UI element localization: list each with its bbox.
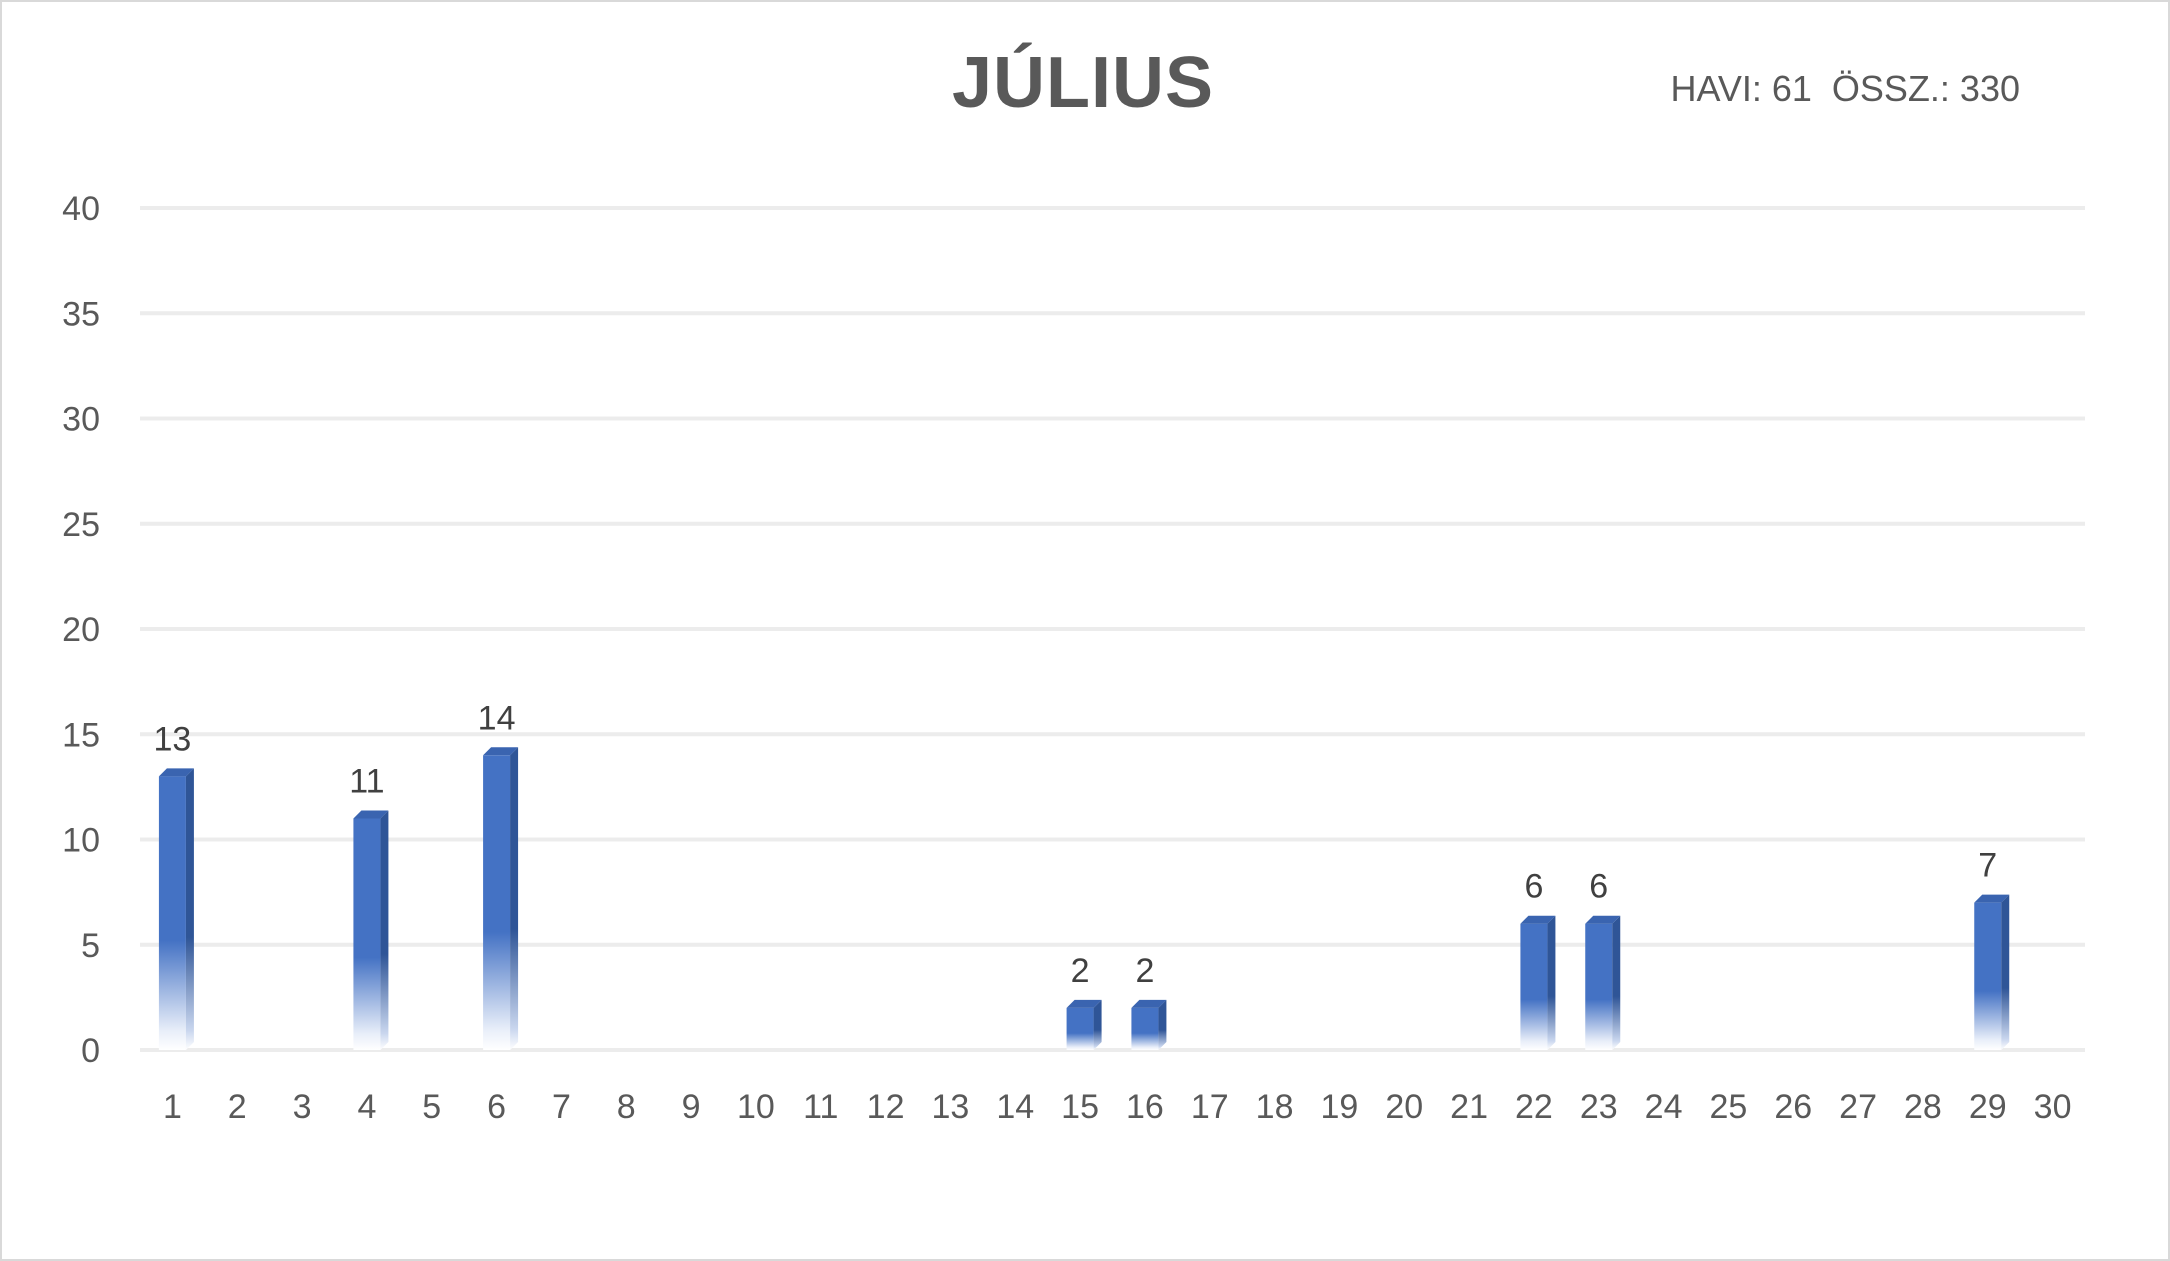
- bar-side: [1612, 915, 1621, 1050]
- data-label: 11: [349, 762, 384, 800]
- data-label: 14: [478, 699, 516, 737]
- x-tick-label: 20: [1385, 1088, 1423, 1126]
- y-axis-ticks: 0 5 10 15 20 25 30 35 40: [62, 190, 100, 1070]
- bar: [1520, 915, 1556, 1050]
- x-tick-label: 30: [2034, 1088, 2072, 1126]
- bar-side: [185, 768, 194, 1050]
- bar: [353, 810, 389, 1050]
- x-tick-label: 4: [357, 1088, 376, 1126]
- bar-front: [1974, 902, 2002, 1050]
- bar-front: [1066, 1007, 1094, 1050]
- bar-top: [1585, 915, 1621, 924]
- bar-front: [158, 776, 186, 1050]
- x-tick-label: 3: [293, 1088, 312, 1126]
- y-tick-label: 20: [62, 611, 100, 649]
- bar: [1974, 894, 2010, 1050]
- bar-front: [483, 755, 511, 1050]
- gridlines: [140, 206, 2085, 1052]
- x-tick-label: 9: [682, 1088, 701, 1126]
- bar: [1131, 999, 1167, 1050]
- x-tick-label: 5: [422, 1088, 441, 1126]
- x-tick-label: 1: [163, 1088, 182, 1126]
- bar-side: [2001, 894, 2010, 1050]
- y-tick-label: 35: [62, 295, 100, 333]
- x-tick-label: 7: [552, 1088, 571, 1126]
- bar: [158, 768, 194, 1050]
- y-tick-label: 15: [62, 716, 100, 754]
- data-label: 7: [1978, 847, 1997, 885]
- x-tick-label: 10: [737, 1088, 775, 1126]
- data-label: 13: [154, 720, 192, 758]
- x-axis-ticks: 1 2 3 4 5 6 7 8 9 10 11 12 13 14 15 16 17 18 19 20 21 22 23 24 2…: [163, 1088, 2072, 1126]
- bar-side: [380, 810, 389, 1050]
- x-tick-label: 13: [932, 1088, 970, 1126]
- bar-top: [483, 747, 519, 756]
- x-tick-label: 8: [617, 1088, 636, 1126]
- data-label: 2: [1135, 952, 1154, 990]
- bar-top: [1066, 999, 1102, 1008]
- bars: [158, 747, 2010, 1050]
- bar-top: [158, 768, 194, 777]
- x-tick-label: 29: [1969, 1088, 2007, 1126]
- x-tick-label: 18: [1256, 1088, 1294, 1126]
- x-tick-label: 23: [1580, 1088, 1618, 1126]
- bar-side: [1093, 999, 1102, 1050]
- bar-front: [1520, 923, 1548, 1050]
- bar-side: [510, 747, 519, 1050]
- bar-side: [1547, 915, 1556, 1050]
- bar-top: [1974, 894, 2010, 903]
- x-tick-label: 26: [1774, 1088, 1812, 1126]
- x-tick-label: 16: [1126, 1088, 1164, 1126]
- bar-side: [1158, 999, 1167, 1050]
- bar: [1066, 999, 1102, 1050]
- y-tick-label: 40: [62, 190, 100, 228]
- y-tick-label: 5: [81, 927, 100, 965]
- x-tick-label: 19: [1321, 1088, 1359, 1126]
- x-tick-label: 21: [1450, 1088, 1488, 1126]
- x-tick-label: 28: [1904, 1088, 1942, 1126]
- data-label: 2: [1071, 952, 1090, 990]
- data-label: 6: [1589, 868, 1608, 906]
- bar-top: [1131, 999, 1167, 1008]
- bar-front: [353, 818, 381, 1050]
- x-tick-label: 17: [1191, 1088, 1229, 1126]
- data-labels: 13 11 14 2 2 6 6 7: [154, 699, 1998, 990]
- x-tick-label: 24: [1645, 1088, 1683, 1126]
- bar: [483, 747, 519, 1050]
- bar-top: [353, 810, 389, 819]
- x-tick-label: 27: [1839, 1088, 1877, 1126]
- x-tick-label: 15: [1061, 1088, 1099, 1126]
- x-tick-label: 22: [1515, 1088, 1553, 1126]
- y-tick-label: 25: [62, 506, 100, 544]
- x-tick-label: 2: [228, 1088, 247, 1126]
- bar-front: [1131, 1007, 1159, 1050]
- data-label: 6: [1524, 868, 1543, 906]
- x-tick-label: 25: [1710, 1088, 1748, 1126]
- chart-subtitle: HAVI: 61 ÖSSZ.: 330: [1670, 68, 2021, 109]
- chart-title: JÚLIUS: [951, 43, 1215, 123]
- x-tick-label: 6: [487, 1088, 506, 1126]
- x-tick-label: 14: [996, 1088, 1034, 1126]
- bar-front: [1585, 923, 1613, 1050]
- x-tick-label: 12: [867, 1088, 905, 1126]
- y-tick-label: 0: [81, 1032, 100, 1070]
- bar-top: [1520, 915, 1556, 924]
- bar: [1585, 915, 1621, 1050]
- y-tick-label: 10: [62, 822, 100, 860]
- x-tick-label: 11: [803, 1088, 838, 1126]
- y-tick-label: 30: [62, 401, 100, 439]
